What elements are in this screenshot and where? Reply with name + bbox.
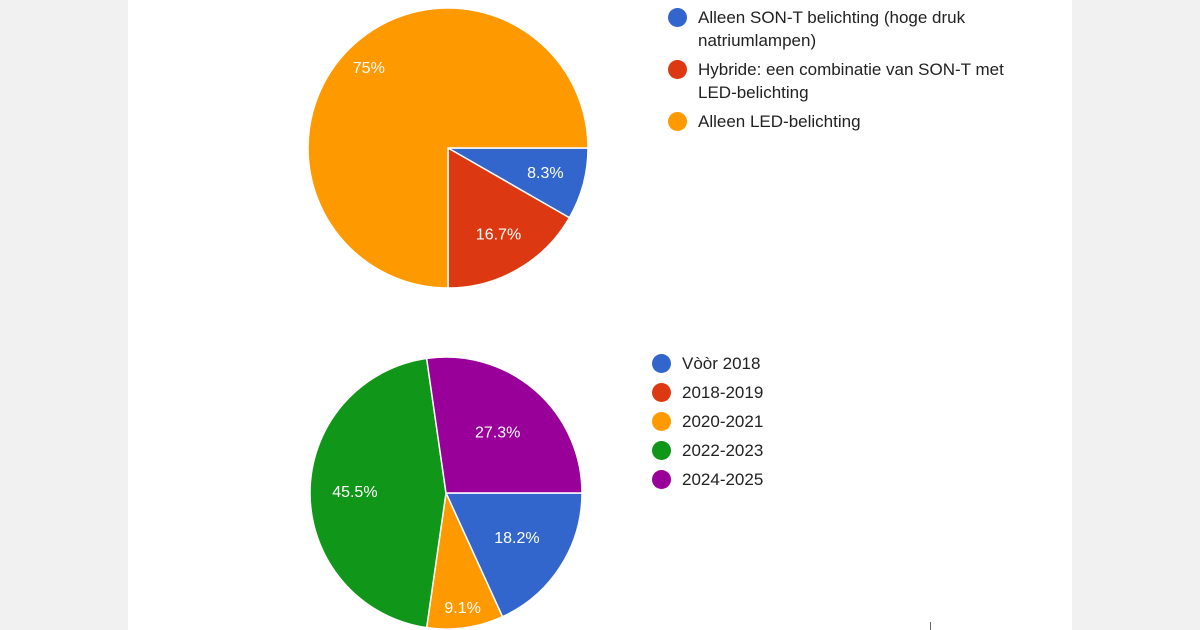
chart-panel: 8.3% 16.7% 75% 18.2% 9.1% 45.5% 27.3% Alleen S… [128,0,1072,630]
legend-label: Alleen LED-belichting [698,112,861,131]
slice-value-label: 8.3% [527,165,563,182]
pie-slice [425,356,583,494]
legend-item: 2018-2019 [652,381,952,404]
slice-value-label: 45.5% [332,484,377,501]
pie-slice [447,146,571,289]
legend-item: 2022-2023 [652,439,952,462]
legend-swatch [652,412,671,431]
legend-item: Alleen SON-T belichting (hoge druk natri… [668,6,1038,52]
legend-swatch [652,354,671,373]
legend-item: 2024-2025 [652,468,952,491]
legend-swatch [652,470,671,489]
legend-swatch [668,60,687,79]
legend-label: 2018-2019 [682,383,764,402]
pie-slice [307,7,589,289]
axis-tick [930,622,931,630]
slice-value-label: 9.1% [444,600,480,617]
slice-value-label: 18.2% [494,530,539,547]
legend-swatch [652,383,671,402]
slice-value-label: 16.7% [476,226,521,243]
legend-period: Vòòr 2018 2018-2019 2020-2021 2022-2023 … [652,352,952,497]
pie-charts: 8.3% 16.7% 75% 18.2% 9.1% 45.5% 27.3% [307,7,589,630]
legend-item: Alleen LED-belichting [668,110,1038,133]
pie-slice [309,357,447,629]
legend-label: Hybride: een combinatie van SON-T met LE… [698,60,1004,102]
legend-item: Vòòr 2018 [652,352,952,375]
legend-label: Vòòr 2018 [682,354,761,373]
pie-slice [444,492,583,618]
legend-lighting-type: Alleen SON-T belichting (hoge druk natri… [668,6,1038,139]
legend-label: 2022-2023 [682,441,764,460]
legend-item: 2020-2021 [652,410,952,433]
legend-label: Alleen SON-T belichting (hoge druk natri… [698,8,966,50]
legend-swatch [668,112,687,131]
legend-label: 2024-2025 [682,470,764,489]
slice-value-label: 75% [353,60,385,77]
legend-swatch [652,441,671,460]
slice-value-label: 27.3% [475,425,520,442]
legend-swatch [668,8,687,27]
legend-item: Hybride: een combinatie van SON-T met LE… [668,58,1038,104]
legend-label: 2020-2021 [682,412,764,431]
